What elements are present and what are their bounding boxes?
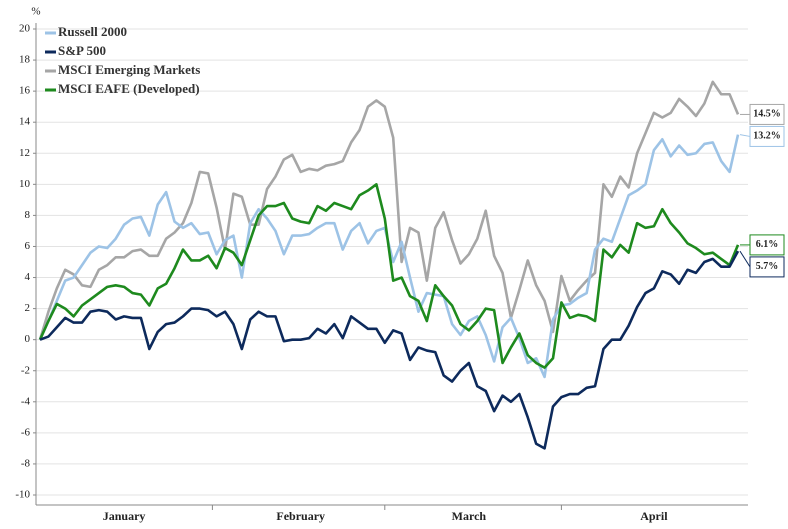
end-label: 13.2% — [753, 131, 781, 142]
y-tick-label: 4 — [25, 271, 31, 283]
y-tick-label: 16 — [19, 85, 31, 97]
y-tick-label: 14 — [19, 116, 31, 128]
x-tick-label: April — [640, 509, 668, 523]
y-tick-label: -10 — [15, 489, 30, 501]
end-label: 14.5% — [753, 109, 781, 120]
y-tick-label: -8 — [21, 457, 31, 469]
y-tick-label: 10 — [19, 178, 31, 190]
line-series — [39, 250, 740, 450]
legend-label: MSCI Emerging Markets — [58, 62, 200, 77]
y-axis-label: % — [31, 6, 40, 18]
y-tick-label: 6 — [25, 240, 31, 252]
y-tick-label: 2 — [25, 302, 31, 314]
end-label-box — [749, 234, 785, 256]
line-series — [38, 80, 740, 341]
legend-label: S&P 500 — [58, 43, 106, 58]
end-connector — [739, 250, 751, 268]
legend-label: Russell 2000 — [58, 24, 127, 39]
y-tick-label: 12 — [19, 147, 30, 159]
end-label-box — [749, 103, 785, 125]
y-tick-label: 20 — [19, 23, 31, 35]
y-tick-label: -4 — [21, 395, 31, 407]
end-label-box — [749, 256, 785, 278]
x-tick-label: March — [452, 509, 487, 523]
y-tick-label: -2 — [21, 364, 30, 376]
y-tick-label: 18 — [19, 54, 31, 66]
end-label: 6.1% — [756, 239, 779, 250]
line-series — [38, 183, 740, 369]
end-label-box — [749, 125, 785, 147]
x-tick-label: February — [276, 509, 325, 523]
legend-label: MSCI EAFE (Developed) — [58, 81, 200, 96]
y-tick-label: 0 — [25, 333, 31, 345]
x-tick-label: January — [103, 509, 146, 523]
end-label: 5.7% — [756, 261, 779, 272]
y-tick-label: 8 — [25, 209, 31, 221]
y-tick-label: -6 — [21, 426, 31, 438]
end-connector — [739, 134, 751, 137]
